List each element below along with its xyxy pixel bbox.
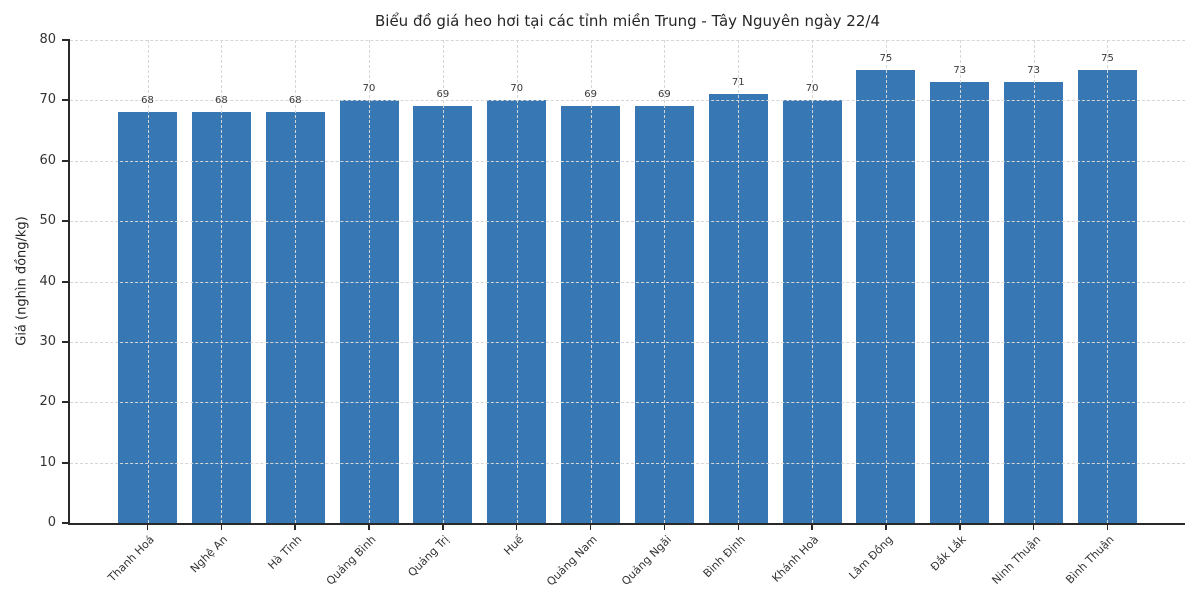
y-axis-tick <box>62 340 70 343</box>
x-axis-tick <box>368 525 370 530</box>
gridline-horizontal <box>70 402 1185 404</box>
gridline-vertical <box>590 40 592 523</box>
gridline-vertical <box>1107 40 1109 523</box>
bar-value-label: 75 <box>879 53 893 65</box>
chart-title: Biểu đồ giá heo hơi tại các tỉnh miền Tr… <box>375 12 880 30</box>
gridline-horizontal <box>70 462 1185 464</box>
y-tick-label: 50 <box>39 213 56 229</box>
gridline-vertical <box>664 40 666 523</box>
gridline-vertical <box>147 40 149 523</box>
x-tick-label: Quảng Trị <box>405 533 453 580</box>
gridline-vertical <box>885 40 887 523</box>
y-axis-tick <box>62 522 70 524</box>
y-tick-label: 20 <box>39 394 56 410</box>
bar <box>487 100 547 523</box>
bar-value-label: 68 <box>214 95 228 107</box>
gridline-vertical <box>516 40 518 523</box>
x-axis-line <box>68 523 1185 525</box>
x-tick-label: Hà Tĩnh <box>265 533 305 573</box>
x-axis-tick <box>294 525 296 530</box>
x-tick-label: Lâm Đồng <box>846 533 896 583</box>
y-axis-tick <box>62 159 70 162</box>
x-tick-label: Huế <box>501 533 526 558</box>
gridline-horizontal <box>70 281 1185 283</box>
y-axis-tick <box>62 461 70 464</box>
x-tick-label: Thanh Hoá <box>105 533 157 585</box>
gridline-vertical <box>295 40 297 523</box>
bar-value-label: 68 <box>288 95 302 107</box>
gridline-horizontal <box>70 341 1185 343</box>
x-axis-tick <box>811 525 813 530</box>
x-tick-label: Ninh Thuận <box>989 533 1043 587</box>
gridline-horizontal <box>70 40 1185 41</box>
bar-value-label: 73 <box>953 65 967 77</box>
y-axis-tick <box>62 39 70 41</box>
x-axis-tick <box>515 525 518 530</box>
x-tick-label: Quảng Bình <box>323 533 379 588</box>
gridline-vertical <box>959 40 961 523</box>
x-tick-label: Quảng Ngãi <box>618 533 674 589</box>
bar-value-label: 69 <box>584 89 597 101</box>
bar-value-label: 73 <box>1027 65 1040 77</box>
gridline-horizontal <box>70 221 1185 223</box>
bar-value-label: 68 <box>141 95 154 107</box>
x-tick-label: Nghệ An <box>188 533 231 576</box>
x-tick-label: Quảng Nam <box>544 533 600 589</box>
gridline-vertical <box>442 40 444 523</box>
bar-value-label: 71 <box>731 77 745 89</box>
gridline-vertical <box>812 40 814 523</box>
x-tick-label: Đắk Lắk <box>928 533 969 574</box>
bar <box>930 82 990 523</box>
gridline-vertical <box>221 40 223 523</box>
y-tick-label: 40 <box>39 273 56 289</box>
bar-value-label: 70 <box>362 83 376 95</box>
x-tick-label: Bình Thuận <box>1063 533 1117 587</box>
y-axis-tick <box>62 99 70 102</box>
y-axis-tick <box>62 401 70 404</box>
gridline-vertical <box>1033 40 1035 523</box>
bar-value-label: 69 <box>436 89 450 101</box>
x-axis-tick <box>1106 525 1109 530</box>
bar-value-label: 75 <box>1101 53 1114 65</box>
gridline-horizontal <box>70 100 1185 102</box>
bar <box>1004 82 1064 523</box>
y-tick-label: 0 <box>47 515 56 530</box>
x-axis-tick <box>589 525 592 530</box>
x-axis-tick <box>663 525 666 530</box>
bar-value-label: 69 <box>658 89 671 101</box>
gridline-vertical <box>738 40 740 523</box>
gridline-vertical <box>369 40 371 523</box>
x-axis-tick <box>1032 525 1035 530</box>
y-axis-tick <box>62 280 70 283</box>
x-axis-tick <box>146 525 149 530</box>
y-tick-label: 10 <box>39 454 56 470</box>
gridline-horizontal <box>70 160 1185 162</box>
y-tick-label: 30 <box>39 333 56 349</box>
y-tick-label: 60 <box>39 152 56 168</box>
bar <box>117 112 178 523</box>
y-axis-line <box>68 40 70 525</box>
y-axis-tick <box>62 220 70 223</box>
x-axis-tick <box>220 525 223 530</box>
bar-value-label: 70 <box>805 83 819 95</box>
y-tick-label: 70 <box>39 92 56 108</box>
x-axis-tick <box>442 525 444 530</box>
x-axis-tick <box>885 525 887 530</box>
x-axis-tick <box>737 525 739 530</box>
x-tick-label: Khánh Hoà <box>769 533 822 585</box>
bar <box>561 106 621 523</box>
bar-value-label: 70 <box>510 83 524 95</box>
y-tick-label: 80 <box>39 32 56 47</box>
x-tick-label: Bình Định <box>700 533 748 581</box>
x-axis-tick <box>959 525 961 530</box>
